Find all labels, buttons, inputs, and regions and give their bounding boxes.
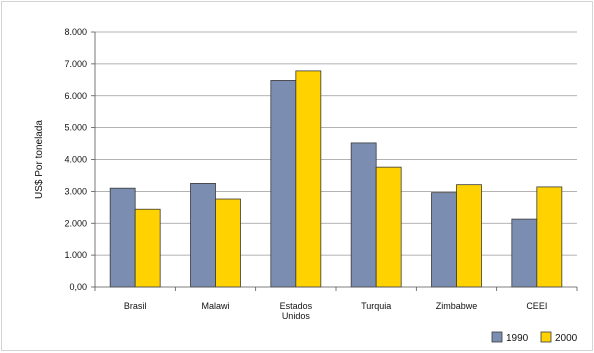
y-tick-label: 0,00 (69, 282, 87, 292)
bar-2000-5 (536, 186, 563, 288)
bar-2000-1 (215, 198, 241, 288)
y-tick-label: 6.000 (64, 91, 87, 101)
legend-label-2000: 2000 (555, 333, 578, 344)
bar-1990-1 (190, 183, 216, 288)
axes (91, 31, 578, 291)
y-tick-label: 3.000 (64, 186, 87, 196)
legend-swatch-2000 (540, 331, 552, 343)
x-category-label: Unidos (282, 311, 311, 321)
bar-1990-4 (431, 192, 457, 288)
bar-1990-3 (350, 142, 377, 288)
grid-lines (95, 31, 577, 256)
x-category-label: Malawi (201, 301, 229, 311)
legend-label-1990: 1990 (506, 333, 529, 344)
legend-swatch-1990 (491, 331, 503, 343)
labels: 0,00 1.000 2.000 3.000 4.000 5.000 6.000 7.000 8… (34, 27, 547, 321)
x-category-label: Turquia (361, 301, 391, 311)
bar-2000-4 (456, 184, 482, 288)
bar-2000-2 (295, 70, 322, 288)
y-tick-label: 2.000 (64, 218, 87, 228)
y-tick-label: 8.000 (64, 27, 87, 37)
x-category-label: Zimbabwe (436, 301, 478, 311)
y-tick-label: 1.000 (64, 250, 87, 260)
y-tick-label: 4.000 (64, 155, 87, 165)
x-category-label: CEEI (526, 301, 547, 311)
bar-1990-2 (270, 80, 297, 288)
legend: 1990 2000 (491, 331, 578, 344)
y-tick-label: 5.000 (64, 123, 87, 133)
bars (109, 70, 563, 288)
bar-1990-0 (109, 187, 136, 288)
x-category-label: Estados (280, 301, 313, 311)
bar-2000-3 (375, 166, 402, 288)
y-tick-label: 7.000 (64, 59, 87, 69)
y-axis-title: US$ Por tonelada (34, 120, 45, 199)
bar-1990-5 (511, 218, 538, 288)
bar-2000-0 (134, 208, 161, 288)
x-category-label: Brasil (124, 301, 147, 311)
